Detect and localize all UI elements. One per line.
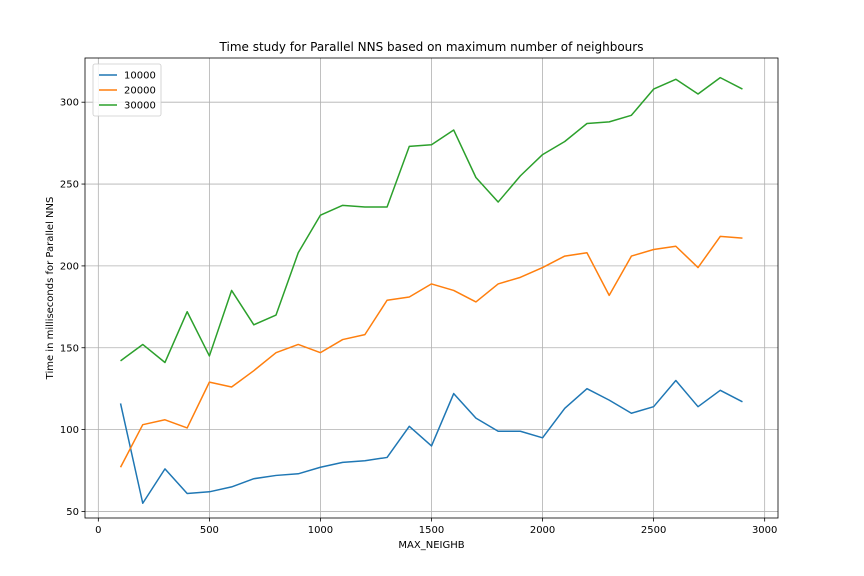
- y-axis-ticks: 50 100 150 200 250 300: [60, 98, 85, 518]
- y-tick-label: 200: [60, 261, 79, 272]
- x-tick-label: 1000: [308, 525, 333, 536]
- series-line-20000: [119, 235, 743, 468]
- series-layer: [119, 76, 743, 505]
- legend-label: 20000: [124, 86, 156, 97]
- x-tick-label: 2500: [641, 525, 666, 536]
- series-line-30000: [120, 76, 743, 364]
- y-tick-label: 300: [60, 98, 79, 109]
- grid-lines: [85, 58, 778, 518]
- legend-box: [92, 63, 162, 117]
- y-axis-label: Time in milliseconds for Parallel NNS: [45, 197, 56, 381]
- x-tick-label: 3000: [752, 525, 777, 536]
- y-tick-label: 50: [66, 507, 79, 518]
- x-axis-ticks: 0 500 1000 1500 2000 2500 3000: [95, 518, 777, 536]
- x-axis-label: MAX_NEIGHB: [398, 540, 464, 551]
- x-tick-label: 1500: [419, 525, 444, 536]
- chart-title: Time study for Parallel NNS based on max…: [219, 40, 644, 54]
- y-tick-label: 250: [60, 180, 79, 191]
- legend-label: 30000: [124, 101, 156, 112]
- x-tick-label: 2000: [530, 525, 555, 536]
- y-tick-label: 100: [60, 425, 79, 436]
- y-tick-label: 150: [60, 343, 79, 354]
- series-line-10000: [119, 379, 743, 505]
- legend: 10000 20000 30000: [92, 63, 162, 117]
- legend-label: 10000: [124, 71, 156, 82]
- x-tick-label: 500: [200, 525, 219, 536]
- x-tick-label: 0: [95, 525, 101, 536]
